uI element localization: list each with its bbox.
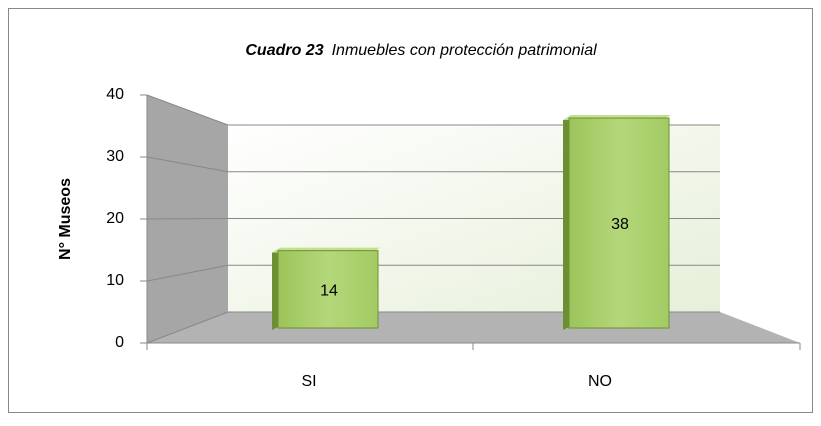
bar: [277, 250, 379, 329]
data-label: 14: [320, 283, 338, 300]
data-label: 38: [611, 216, 629, 233]
grid-line: [146, 156, 229, 173]
grid-line: [146, 218, 229, 220]
y-tick-label: 0: [115, 334, 124, 351]
chart-title: Cuadro 23 Inmuebles con protección patrim…: [245, 42, 597, 59]
title-text: Inmuebles con protección patrimonial: [332, 42, 597, 59]
floor: [147, 312, 800, 343]
grid-line: [146, 311, 229, 344]
y-axis-label: N° Museos: [57, 178, 74, 260]
y-tick-label: 10: [106, 272, 124, 289]
x-tick-label: NO: [588, 373, 612, 390]
grid-line: [146, 264, 229, 282]
grid-line: [146, 94, 229, 126]
x-tick-label: SI: [301, 373, 316, 390]
bar: [568, 117, 670, 329]
y-tick-label: 20: [106, 210, 124, 227]
y-tick-label: 30: [106, 148, 124, 165]
y-tick-label: 40: [106, 86, 124, 103]
title-label: Cuadro 23: [245, 42, 323, 59]
